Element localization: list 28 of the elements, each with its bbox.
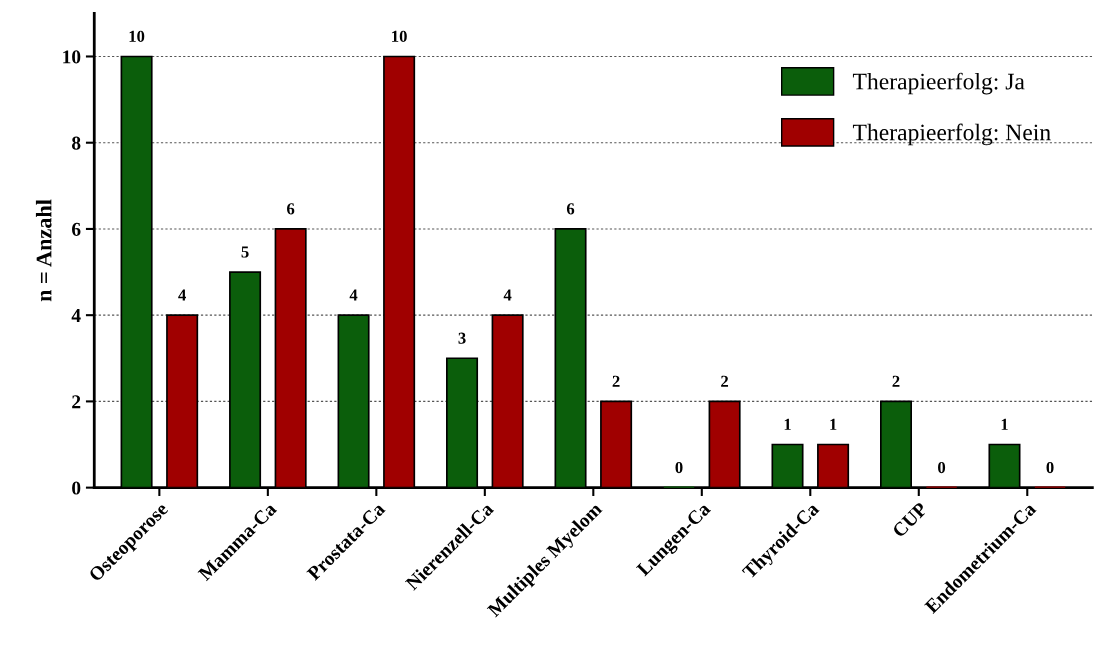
- data-label: 5: [241, 246, 249, 258]
- y-axis-title: n = Anzahl: [35, 199, 52, 302]
- data-label: 6: [287, 203, 295, 215]
- data-label: 1: [830, 418, 837, 430]
- data-label: 1: [784, 418, 791, 430]
- data-label: 3: [458, 332, 466, 344]
- legend-label: Therapieerfolg: Ja: [852, 72, 1025, 95]
- y-tick-label: 4: [71, 309, 81, 322]
- data-label: 0: [675, 461, 683, 474]
- x-tick-label: CUP: [891, 501, 929, 539]
- y-tick-label: 10: [63, 50, 81, 64]
- y-tick-label: 6: [72, 222, 81, 236]
- data-label: 2: [612, 375, 620, 387]
- data-label: 1: [1001, 418, 1008, 430]
- y-tick-label: 8: [72, 136, 81, 150]
- data-label: 10: [129, 30, 145, 42]
- data-label: 4: [503, 289, 512, 301]
- y-tick-label: 0: [72, 481, 81, 495]
- data-label: 0: [938, 461, 946, 474]
- data-label: 6: [566, 203, 575, 215]
- y-tick-label: 2: [72, 395, 81, 409]
- data-label: 2: [721, 375, 729, 387]
- legend-label: Therapieerfolg: Nein: [852, 123, 1051, 146]
- data-label: 4: [178, 289, 186, 301]
- data-label: 10: [392, 30, 407, 42]
- data-label: 2: [892, 375, 900, 387]
- data-label: 4: [349, 289, 358, 301]
- data-label: 0: [1046, 461, 1054, 474]
